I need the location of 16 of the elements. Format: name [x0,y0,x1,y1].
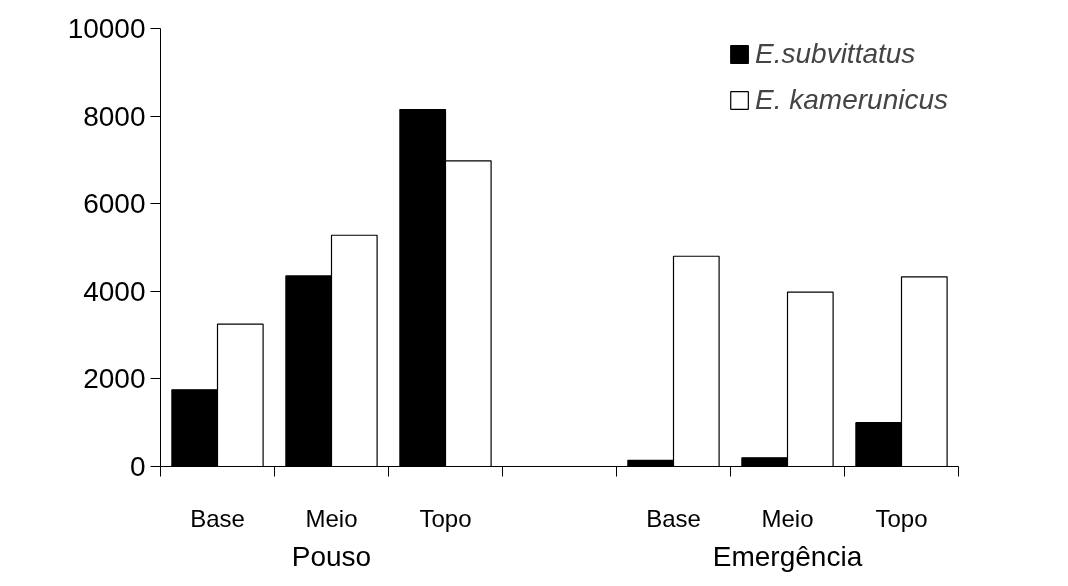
x-tick-label: Meio [305,504,358,532]
legend-label: E.subvittatus [755,38,916,70]
x-tick-label: Meio [761,504,814,532]
y-tick-label: 10000 [67,13,146,44]
x-tick-label: Base [646,504,701,532]
text: Pouso [291,540,372,572]
y-tick-label: 4000 [83,275,146,307]
x-tick-label: Topo [419,504,472,532]
y-tick-label: 8000 [83,100,146,132]
y-tick-label: 6000 [83,188,146,220]
text: Emergência [712,540,863,572]
y-tick-label: 2000 [83,363,146,395]
y-tick-label: 0 [129,451,146,482]
x-tick-label: Base [190,504,245,532]
legend-label: E. kamerunicus [755,84,948,116]
x-tick-label: Topo [875,504,928,532]
